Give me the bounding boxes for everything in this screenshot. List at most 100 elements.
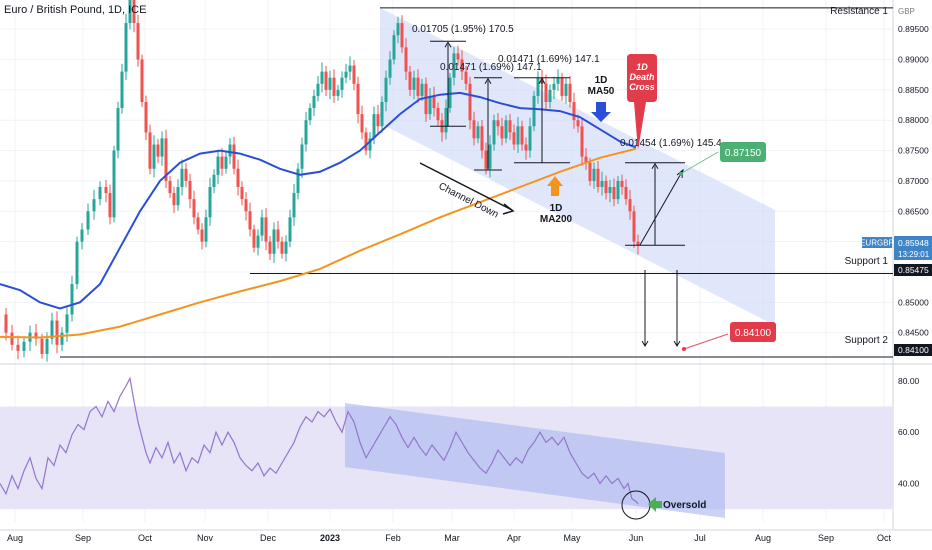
candle-body — [75, 241, 79, 285]
price-tick-label: 0.89500 — [898, 24, 929, 34]
time-axis-label: Aug — [7, 533, 23, 543]
candle-body — [40, 338, 44, 354]
candle-body — [148, 132, 152, 169]
measure-bracket-3-arrow — [538, 77, 546, 84]
support-1-price: 0.85475 — [898, 265, 929, 275]
candle-body — [300, 144, 304, 169]
candle-body — [108, 193, 112, 218]
candle-body — [476, 126, 480, 139]
candle-body — [392, 35, 396, 60]
candle-body — [552, 83, 556, 90]
candle-body — [276, 229, 280, 242]
support-2-price: 0.84100 — [898, 345, 929, 355]
candle-body — [516, 126, 520, 145]
candle-body — [98, 186, 102, 200]
death-cross-label: Death — [629, 72, 655, 82]
candle-body — [176, 186, 180, 206]
candle-body — [156, 144, 160, 157]
candle-body — [576, 120, 580, 127]
candle-body — [468, 83, 472, 121]
time-axis-label: May — [563, 533, 581, 543]
candle-body — [116, 108, 120, 151]
measure-label-1: 0.01705 (1.95%) 170.5 — [412, 24, 514, 35]
candle-body — [636, 241, 640, 246]
support-2-label: Support 2 — [845, 335, 889, 346]
candle-body — [65, 314, 69, 333]
candle-body — [432, 95, 436, 109]
ma50-label: MA50 — [588, 86, 615, 97]
candle-body — [196, 217, 200, 230]
support-2-price-bg — [894, 344, 932, 356]
candle-body — [512, 132, 516, 145]
candle-body — [248, 211, 252, 230]
candle-body — [220, 156, 224, 169]
candle-body — [34, 332, 38, 339]
candle-body — [308, 108, 312, 121]
candle-body — [140, 59, 144, 102]
target-up-connector — [681, 151, 719, 174]
candle-body — [336, 89, 340, 96]
candle-body — [22, 341, 26, 351]
candle-body — [256, 235, 260, 248]
candle-body — [284, 241, 288, 254]
candle-body — [356, 83, 360, 115]
candle-body — [600, 180, 604, 187]
candle-body — [160, 138, 164, 157]
candle-body — [400, 23, 404, 48]
candle-body — [488, 144, 492, 169]
candle-body — [316, 83, 320, 96]
candle-body — [244, 199, 248, 212]
candle-body — [192, 199, 196, 218]
candle-body — [404, 47, 408, 72]
symbol-tag-bg — [862, 237, 892, 248]
candle-body — [436, 108, 440, 121]
candle-body — [368, 138, 372, 151]
ma200-line — [0, 147, 637, 339]
price-tick-label: 0.88500 — [898, 85, 929, 95]
projection-arrow-1 — [641, 340, 649, 347]
resistance-1-label: Resistance 1 — [830, 6, 888, 17]
candle-body — [172, 193, 176, 206]
candle-body — [188, 180, 192, 200]
price-tick-label: 0.89000 — [898, 54, 929, 64]
candle-body — [92, 199, 96, 212]
candle-body — [332, 77, 336, 96]
rsi-tick-label: 40.00 — [898, 479, 920, 489]
measure-label-2b: 0.01471 (1.69%) 147.1 — [498, 54, 600, 65]
time-axis-label: Sep — [818, 533, 834, 543]
candle-body — [376, 114, 380, 127]
candle-body — [524, 144, 528, 151]
ma200-label: 1D — [550, 203, 563, 214]
candle-body — [424, 83, 428, 115]
candle-body — [592, 168, 596, 181]
candle-body — [580, 126, 584, 157]
candle-body — [104, 186, 108, 194]
candle-body — [364, 132, 368, 151]
candle-body — [556, 77, 560, 84]
candle-body — [348, 65, 352, 72]
candle-body — [396, 23, 400, 36]
candle-body — [224, 156, 228, 169]
candle-body — [144, 101, 148, 133]
candle-body — [324, 71, 328, 90]
oversold-arrow — [648, 497, 662, 512]
target-down-connector — [683, 333, 729, 350]
candle-body — [208, 186, 212, 218]
candle-body — [280, 241, 284, 254]
price-tick-label: 0.86500 — [898, 206, 929, 216]
time-axis-label: Jun — [629, 533, 644, 543]
candle-body — [388, 59, 392, 78]
candle-body — [112, 150, 116, 218]
candle-body — [380, 101, 384, 127]
time-axis-label: Feb — [385, 533, 401, 543]
last-price-tag-bg — [894, 236, 932, 260]
candle-body — [252, 229, 256, 248]
time-axis-label: Oct — [877, 533, 892, 543]
candle-body — [340, 77, 344, 90]
candle-body — [320, 71, 324, 84]
candle-body — [352, 65, 356, 84]
target-down-badge — [730, 322, 776, 342]
candle-body — [10, 332, 14, 345]
candle-body — [304, 120, 308, 145]
